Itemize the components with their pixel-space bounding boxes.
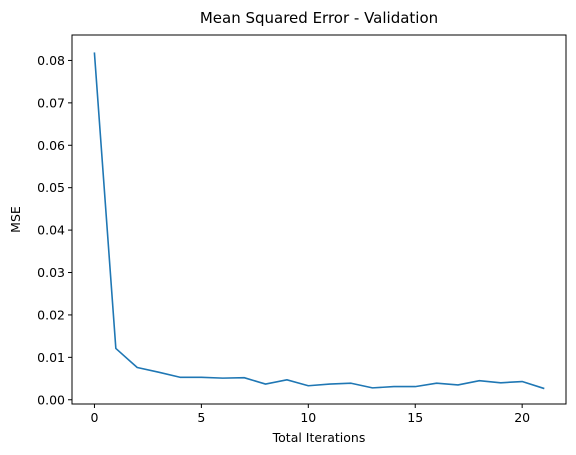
y-tick-label: 0.03 xyxy=(37,265,65,280)
x-tick-label: 15 xyxy=(407,410,423,425)
series-line-mse xyxy=(93,52,545,390)
y-axis-ticks: 0.00 0.01 0.02 0.03 0.04 0.05 0.06 0.07 0.08 xyxy=(37,53,72,407)
x-tick-label: 0 xyxy=(90,410,98,425)
y-tick-label: 0.07 xyxy=(37,95,65,110)
x-tick-label: 20 xyxy=(514,410,530,425)
plot-area xyxy=(71,34,567,405)
x-axis-ticks: 0 5 10 15 20 xyxy=(90,404,530,425)
chart-title: Mean Squared Error - Validation xyxy=(200,9,438,27)
x-tick-label: 10 xyxy=(300,410,316,425)
y-tick-label: 0.00 xyxy=(37,392,65,407)
y-axis-label: MSE xyxy=(8,206,23,233)
y-tick-label: 0.01 xyxy=(37,350,65,365)
y-tick-label: 0.08 xyxy=(37,53,65,68)
x-tick-label: 5 xyxy=(197,410,205,425)
y-tick-label: 0.04 xyxy=(37,223,65,238)
y-tick-label: 0.06 xyxy=(37,138,65,153)
x-axis-label: Total Iterations xyxy=(272,430,366,445)
y-tick-label: 0.05 xyxy=(37,180,65,195)
y-tick-label: 0.02 xyxy=(37,307,65,322)
